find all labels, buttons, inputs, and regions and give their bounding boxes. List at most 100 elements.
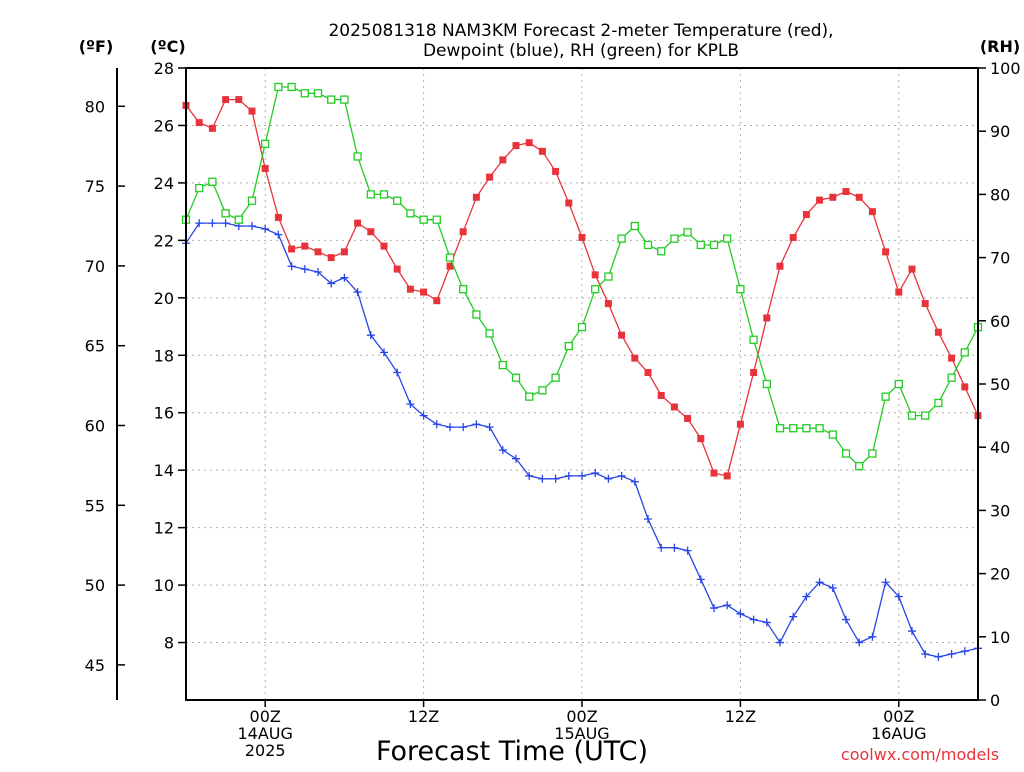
dewpoint-point: [459, 423, 468, 432]
temperature-point: [618, 331, 626, 339]
rh-point: [327, 95, 336, 104]
temperature-point: [288, 245, 296, 253]
dewpoint-point: [828, 583, 837, 592]
rh-axis: 0 10 20 30 40 50 60 70 80 90 100: [978, 59, 1021, 710]
rh-point: [511, 373, 521, 382]
rh-point: [485, 329, 494, 338]
temperature-point: [882, 248, 890, 256]
rh-point: [881, 392, 890, 401]
dewpoint-point: [710, 604, 718, 613]
dewpoint-point: [512, 454, 520, 463]
temperature-point: [763, 314, 771, 322]
temperature-point: [961, 383, 969, 391]
temperature-point: [261, 165, 269, 173]
rh-point: [604, 272, 613, 281]
dewpoint-point: [617, 471, 626, 480]
time-tick-label: 14AUG: [237, 724, 292, 743]
dewpoint-point: [248, 222, 256, 230]
rh-point: [366, 190, 375, 199]
rh-point: [538, 386, 547, 395]
dewpoint-point: [564, 471, 573, 480]
dewpoint-point: [802, 592, 811, 601]
rh-point: [261, 139, 270, 148]
rh-point: [445, 253, 455, 262]
dewpoint-point: [353, 288, 362, 297]
chart-title-line-1: 2025081318 NAM3KM Forecast 2-meter Tempe…: [328, 21, 833, 41]
temperature-point: [908, 265, 916, 273]
temperature-point: [446, 262, 454, 270]
dewpoint-point: [287, 262, 296, 271]
temperature-point: [855, 193, 863, 201]
rh-point: [459, 285, 468, 294]
dewpoint-point: [908, 627, 916, 636]
dewpoint-point: [300, 265, 309, 274]
temperature-point: [750, 369, 758, 377]
rh-point: [934, 398, 943, 408]
rh-point: [921, 411, 930, 420]
celsius-tick-label: 22: [154, 231, 174, 250]
rh-tick-label: 40: [990, 438, 1010, 457]
rh-point: [947, 373, 956, 382]
fahrenheit-tick-label: 65: [85, 337, 105, 356]
rh-point: [472, 310, 481, 319]
temperature-point: [578, 233, 586, 241]
rh-point: [709, 240, 719, 250]
dewpoint-point: [472, 420, 481, 429]
rh-point: [617, 234, 626, 243]
fahrenheit-tick-label: 75: [85, 177, 105, 196]
celsius-tick-label: 8: [164, 634, 174, 653]
temperature-point: [512, 142, 520, 150]
dewpoint-point: [921, 650, 930, 659]
rh-point: [432, 215, 441, 224]
rh-point: [221, 209, 230, 218]
rh-point: [762, 379, 771, 389]
rh-point: [393, 196, 402, 205]
temperature-point: [208, 124, 216, 132]
rh-point: [234, 215, 243, 224]
dewpoint-point: [815, 578, 824, 587]
rh-point: [855, 462, 864, 471]
rh-point: [670, 234, 679, 243]
rh-point: [551, 373, 560, 382]
rh-point: [247, 196, 257, 205]
dewpoint-series: [182, 219, 982, 661]
temperature-point: [459, 228, 467, 236]
temperature-point: [380, 242, 388, 250]
temperature-point: [789, 233, 797, 241]
rh-point: [419, 215, 428, 224]
dewpoint-point: [644, 515, 652, 524]
fahrenheit-tick-label: 80: [85, 97, 105, 116]
temperature-point: [486, 173, 494, 181]
dewpoint-point: [380, 348, 388, 357]
rh-tick-label: 80: [990, 185, 1010, 204]
dewpoint-point: [749, 615, 758, 624]
time-tick-label: 00Z: [883, 707, 914, 726]
rh-point: [525, 392, 534, 401]
fahrenheit-tick-label: 50: [85, 576, 105, 595]
temperature-point: [235, 96, 243, 104]
rh-point: [894, 379, 903, 389]
celsius-tick-label: 14: [154, 461, 174, 480]
temperature-point: [420, 288, 428, 296]
temperature-point: [895, 288, 903, 296]
temperature-point: [591, 271, 599, 279]
dewpoint-point: [340, 273, 349, 282]
temperature-point: [538, 147, 546, 155]
dewpoint-point: [736, 609, 745, 618]
grid-lines: [186, 68, 978, 700]
dewpoint-point: [776, 638, 784, 647]
celsius-tick-label: 28: [154, 59, 174, 78]
temperature-point: [736, 420, 744, 428]
rh-point: [775, 424, 785, 433]
temperature-point: [829, 193, 837, 201]
temperature-point: [816, 196, 824, 204]
rh-point: [815, 424, 824, 433]
dewpoint-point: [366, 331, 375, 340]
temperature-point: [314, 248, 322, 256]
dewpoint-point: [591, 469, 600, 478]
temperature-point: [723, 472, 731, 480]
celsius-tick-label: 16: [154, 404, 174, 423]
dewpoint-point: [314, 267, 322, 276]
temperature-point: [525, 139, 533, 147]
